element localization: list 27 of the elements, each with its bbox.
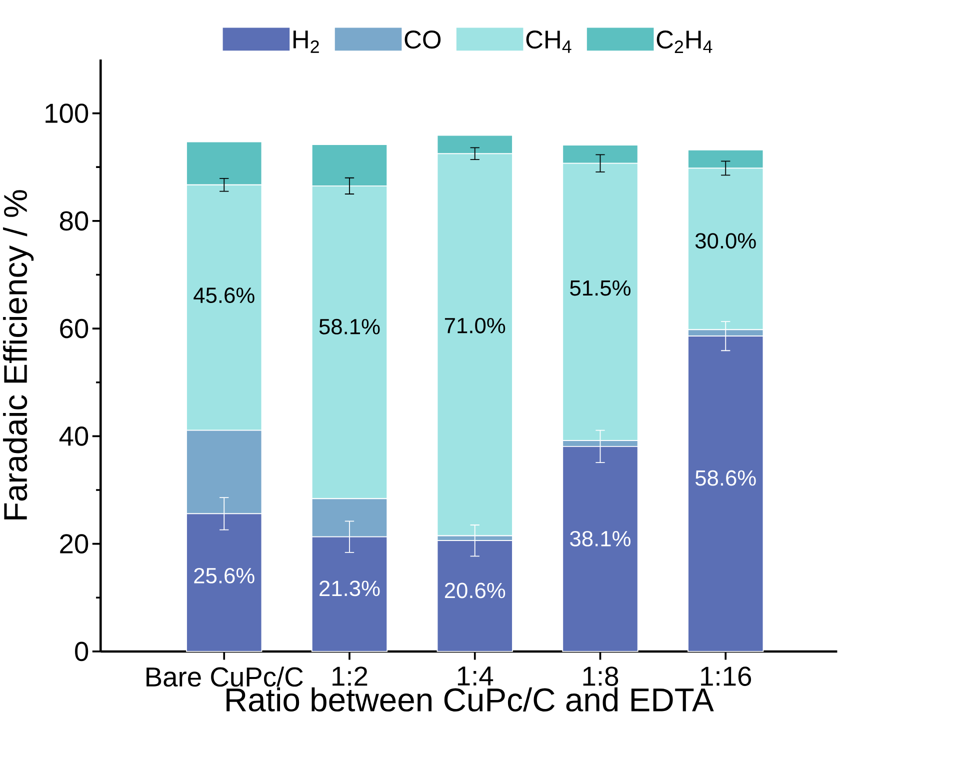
x-tick-label: 1:4: [458, 666, 494, 686]
legend-label: CO: [404, 30, 441, 49]
y-axis-title: Faradaic Efficiency / %: [3, 190, 34, 520]
data-label: 20.6%: [444, 582, 506, 598]
x-tick-label: 1:2: [332, 666, 368, 686]
x-tick-label: Bare CuPc/C: [146, 666, 303, 687]
legend-label: CH$_{4}$: [526, 30, 572, 53]
legend-label: C$_{2}$H$_{4}$: [656, 30, 712, 54]
y-tick-label: 40: [59, 426, 88, 446]
x-axis-title: Ratio between CuPc/C and EDTA: [226, 688, 714, 712]
x-tick-label: 1:16: [701, 666, 752, 686]
y-tick-label: 80: [60, 211, 88, 231]
y-tick-label: 100: [46, 104, 88, 124]
data-label: 71.0%: [444, 318, 506, 334]
y-tick-label: 0: [75, 642, 88, 662]
data-label: 51.5%: [570, 280, 630, 296]
data-label: 58.1%: [319, 319, 380, 335]
data-label: 21.3%: [320, 580, 380, 596]
y-tick-label: 60: [60, 318, 88, 338]
data-label: 25.6%: [194, 568, 254, 584]
legend-label: H$_{2}$: [294, 30, 319, 54]
x-tick-label: 1:8: [583, 666, 618, 686]
data-label: 58.6%: [695, 470, 756, 486]
data-label: 30.0%: [695, 233, 756, 249]
y-tick-label: 20: [60, 534, 88, 554]
data-label: 38.1%: [570, 531, 630, 547]
data-label: 45.6%: [194, 288, 254, 304]
